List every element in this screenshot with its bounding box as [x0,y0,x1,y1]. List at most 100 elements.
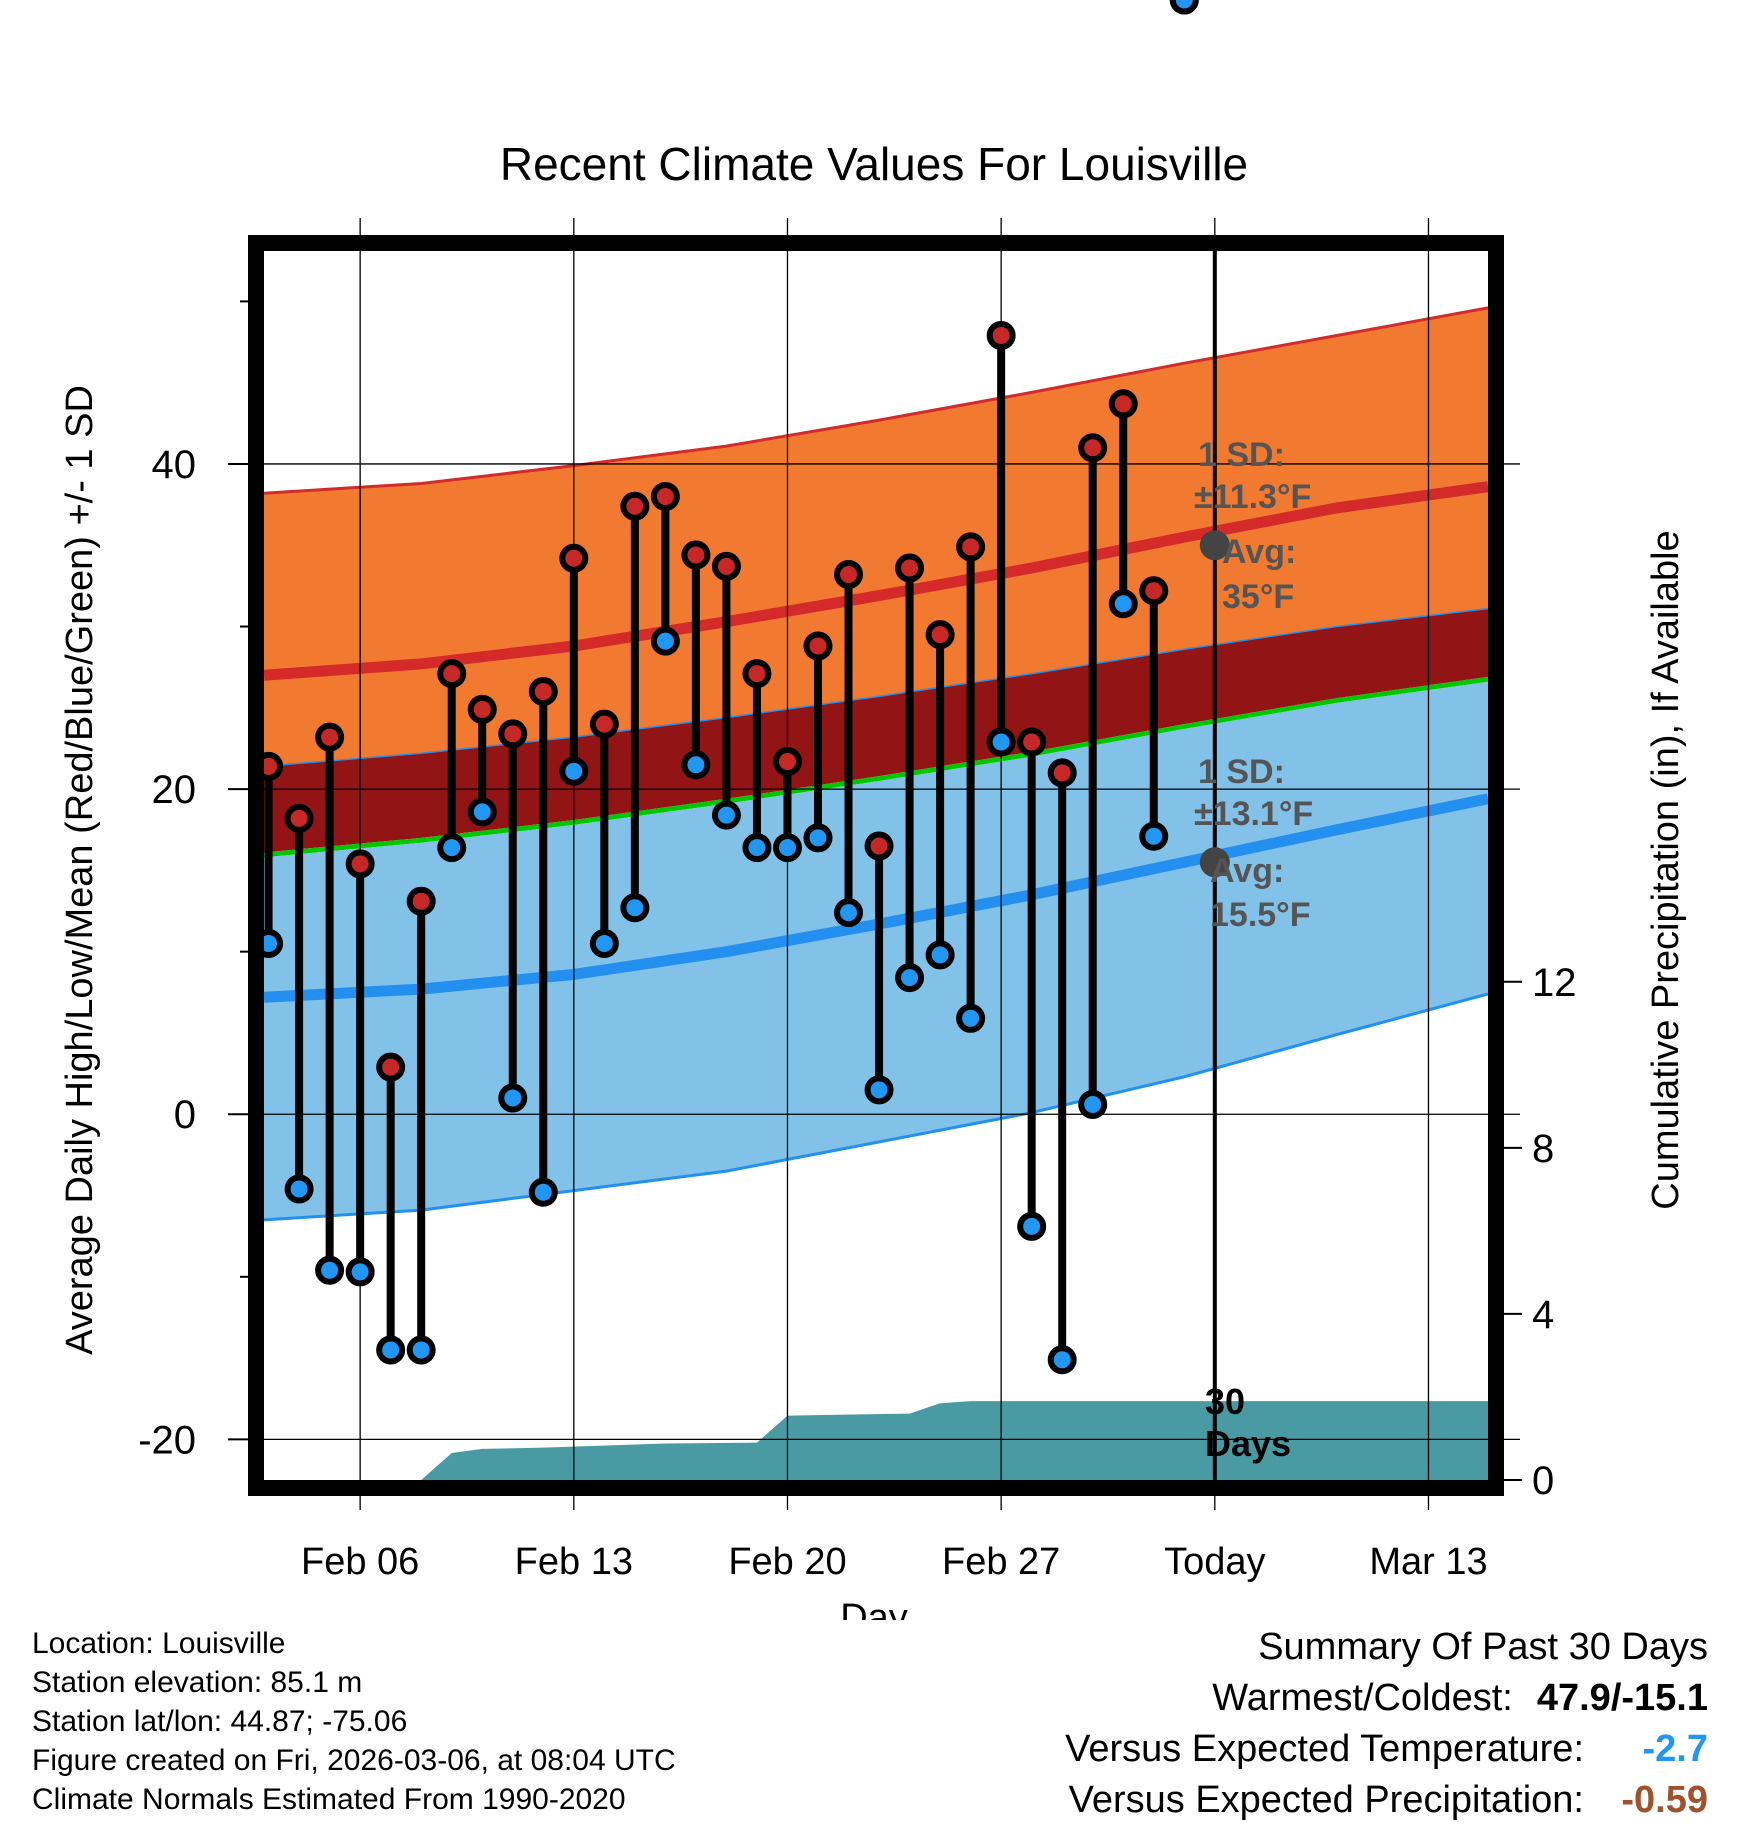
daily-low-point [1108,589,1138,619]
daily-high-point [376,1052,406,1082]
climate-chart: Recent Climate Values For Louisville 1 S… [59,0,1687,1620]
precip-days-number: 30 [1205,1381,1245,1422]
daily-low-point [772,833,802,863]
daily-high-point [986,321,1016,351]
low-avg-marker [1199,847,1230,878]
y2-tick-label: 8 [1532,1127,1554,1171]
daily-high-point [925,620,955,650]
normal-mean-line [264,607,1488,768]
y-axis-label: Average Daily High/Low/Mean (Red/Blue/Gr… [59,385,101,1355]
low-sd-value: ±13.1°F [1194,795,1313,833]
warm-cold-label: Warmest/Coldest: [1212,1677,1513,1719]
daily-high-point [559,543,589,573]
axes: -20 0 20 40 0 4 8 12 Feb 06 Feb 13 Feb 20 Feb 27 Tod… [138,235,1577,1583]
high-avg-label: Avg: [1222,533,1296,571]
warm-cold-value: 47.9/-15.1 [1536,1677,1708,1719]
daily-low-point [498,1083,528,1113]
daily-low-point [1078,1089,1108,1119]
daily-high-point [711,551,741,581]
daily-high-point [956,532,986,562]
high-sd-value: ±11.3°F [1194,478,1311,516]
daily-high-point [895,553,925,583]
daily-high-point [467,694,497,724]
daily-low-point [864,1075,894,1105]
daily-low-point [345,1257,375,1287]
temp-departure-row: Versus Expected Temperature: -2.7 [1065,1724,1708,1775]
elevation-text: Station elevation: 85.1 m [32,1666,363,1699]
y-tick-label: 0 [174,1093,196,1137]
y2-axis-label: Cumulative Precipitation (in), If Availa… [1645,530,1687,1209]
precip-departure-value: -0.59 [1621,1779,1708,1821]
daily-low-point [711,800,741,830]
daily-low-point [742,833,772,863]
daily-low-point [467,797,497,827]
daily-low-point [559,756,589,786]
y-tick-label: 20 [152,768,197,812]
precip-days-label: Days [1205,1423,1291,1464]
x-tick-label: Feb 20 [728,1541,846,1583]
y2-tick-label: 0 [1532,1459,1554,1503]
x-tick-label: Feb 06 [301,1541,419,1583]
daily-low-point [589,929,619,959]
daily-low-point [1047,1345,1077,1375]
precip-area [421,1401,1488,1480]
daily-high-point [620,491,650,521]
daily-low-point [925,940,955,970]
daily-high-point [742,659,772,689]
daily-low-point [895,963,925,993]
y-tick-label: -20 [138,1418,196,1462]
daily-low-point [437,833,467,863]
daily-low-point [1139,821,1169,851]
daily-high-point [1017,727,1047,757]
band-mean-dark [264,608,1488,853]
daily-high-point [834,560,864,590]
daily-high-point [345,849,375,879]
precip-departure-label: Versus Expected Precipitation: [1068,1779,1584,1821]
high-plus-sd-line [264,306,1488,495]
daily-high-point [589,709,619,739]
summary-panel: Summary Of Past 30 Days Warmest/Coldest:… [1065,1622,1708,1826]
daily-high-point [315,722,345,752]
daily-low-point [834,898,864,928]
chart-title: Recent Climate Values For Louisville [500,138,1248,190]
location-text: Location: Louisville [32,1627,286,1660]
daily-high-point [1108,389,1138,419]
daily-low-point [986,727,1016,757]
created-text: Figure created on Fri, 2026-03-06, at 08… [32,1744,676,1777]
station-info: Location: Louisville Station elevation: … [32,1624,676,1819]
daily-high-point [1139,576,1169,606]
y-tick-label: 40 [152,443,197,487]
low-sd-label: 1 SD: [1198,753,1285,791]
normals-text: Climate Normals Estimated From 1990-2020 [32,1783,626,1816]
daily-high-point [772,746,802,776]
plot-frame [248,235,1504,1496]
daily-low-point [315,1255,345,1285]
daily-low-point [650,626,680,656]
daily-high-point [650,481,680,511]
daily-low-point [284,1174,314,1204]
precip-departure-row: Versus Expected Precipitation: -0.59 [1065,1775,1708,1826]
x-tick-label: Feb 27 [942,1541,1060,1583]
normal-high-line [264,481,1488,681]
daily-low-point [956,1003,986,1033]
daily-high-point [284,803,314,833]
summary-title: Summary Of Past 30 Days [1258,1626,1708,1668]
daily-high-point [803,631,833,661]
daily-high-point [1047,758,1077,788]
high-sd-label: 1 SD: [1198,436,1285,474]
latlon-text: Station lat/lon: 44.87; -75.06 [32,1705,408,1738]
x-tick-label: Mar 13 [1369,1541,1487,1583]
daily-high-point [498,719,528,749]
daily-low-point [376,1335,406,1365]
daily-high-point [681,540,711,570]
x-tick-label: Today [1164,1541,1265,1583]
daily-low-point [1017,1211,1047,1241]
daily-low-point [803,823,833,853]
low-avg-value: 15.5°F [1210,896,1311,934]
daily-high-point [864,831,894,861]
daily-low-point [681,750,711,780]
y2-tick-label: 4 [1532,1293,1554,1337]
daily-low-point [620,893,650,923]
daily-high-point [437,659,467,689]
temp-departure-value: -2.7 [1642,1728,1708,1770]
